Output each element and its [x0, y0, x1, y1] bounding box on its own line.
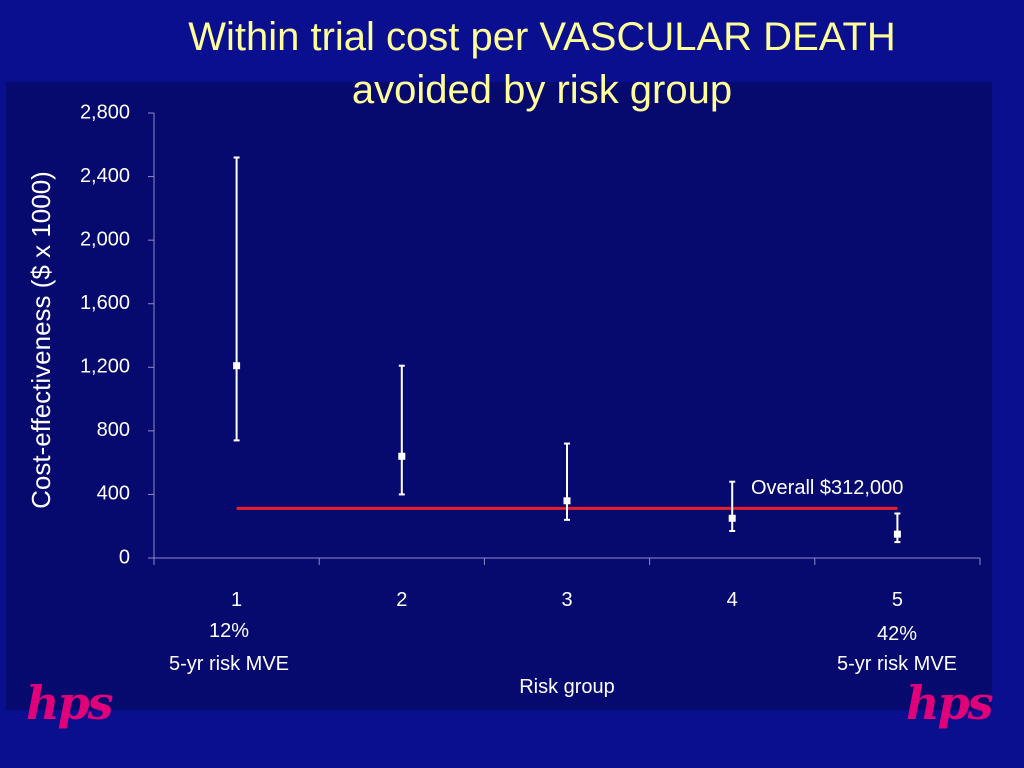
- reference-line-label: Overall $312,000: [751, 477, 903, 499]
- y-tick-label: 2,000: [80, 228, 130, 250]
- hps-logo-right: hps: [906, 676, 994, 730]
- y-tick-label: 2,400: [80, 165, 130, 187]
- x-axis-label: Risk group: [519, 676, 615, 698]
- x-tick-label: 3: [561, 589, 572, 611]
- y-tick-label: 1,600: [80, 292, 130, 314]
- group5-percent-annotation: 42%: [877, 623, 917, 645]
- hps-logo-left: hps: [26, 676, 114, 730]
- y-tick-label: 0: [119, 546, 130, 568]
- plot-panel: [6, 82, 992, 710]
- axes: 0 400 800 1,200 1,600 2,000 2,400 2,800 1 2 3 4 5: [80, 101, 981, 611]
- error-bar-group: [398, 364, 406, 496]
- y-tick-label: 800: [97, 419, 130, 441]
- error-bar-group: [893, 512, 901, 544]
- chart-marks: [233, 156, 901, 544]
- data-point: [233, 362, 241, 370]
- data-point: [728, 514, 736, 522]
- y-tick-label: 1,200: [80, 356, 130, 378]
- error-bar-group: [563, 442, 571, 521]
- chart-title-line-1: Within trial cost per VASCULAR DEATH: [188, 15, 896, 59]
- y-tick-label: 2,800: [80, 101, 130, 123]
- chart-title-line-2: avoided by risk group: [351, 68, 733, 112]
- group1-risk-annotation: 5-yr risk MVE: [169, 653, 289, 675]
- error-bar-group: [728, 480, 736, 532]
- data-point: [893, 530, 901, 538]
- error-bar-group: [233, 156, 241, 442]
- x-tick-label: 2: [396, 589, 407, 611]
- y-tick-label: 400: [97, 483, 130, 505]
- x-tick-label: 5: [892, 589, 903, 611]
- x-tick-label: 4: [727, 589, 738, 611]
- group1-percent-annotation: 12%: [209, 620, 249, 642]
- group5-risk-annotation: 5-yr risk MVE: [837, 653, 957, 675]
- data-point: [563, 497, 571, 505]
- x-tick-label: 1: [231, 589, 242, 611]
- data-point: [398, 452, 406, 460]
- y-axis-label: Cost-effectiveness ($ x 1000): [26, 171, 56, 509]
